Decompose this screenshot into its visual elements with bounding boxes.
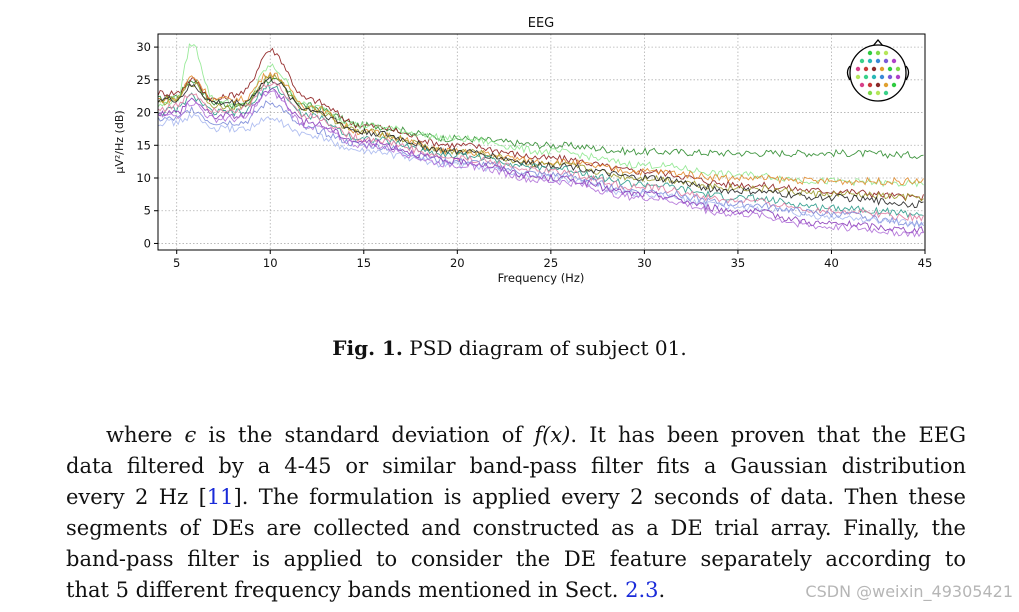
sensor-dot (867, 58, 873, 64)
plot-frame (157, 33, 926, 251)
x-tick-label: 20 (450, 256, 465, 270)
paragraph-line: every 2 Hz [11]. The formulation is appl… (66, 485, 966, 509)
series-line-ch-darkred-peak (157, 47, 924, 202)
sensor-dot (867, 50, 873, 56)
sensor-dot (863, 66, 869, 72)
y-axis-ticks: 0 5 10 15 20 25 30 (136, 40, 158, 250)
series-line-ch-lightgreen-alpha (157, 43, 924, 188)
sensor-dot (879, 74, 885, 80)
x-axis-label: Frequency (Hz) (498, 271, 585, 285)
sensor-dot (871, 66, 877, 72)
x-tick-label: 10 (263, 256, 278, 270)
x-tick-label: 35 (731, 256, 746, 270)
sensor-topomap (846, 38, 910, 102)
citation-link[interactable]: 11 (206, 485, 234, 509)
sensor-dot (867, 90, 873, 96)
x-tick-label: 40 (824, 256, 839, 270)
y-tick-label: 15 (136, 138, 151, 152)
sensor-dot (867, 82, 873, 88)
sensor-dot (887, 66, 893, 72)
sensor-dot (859, 82, 865, 88)
x-tick-label: 30 (637, 256, 652, 270)
y-axis-label: µV²/Hz (dB) (113, 110, 126, 173)
x-tick-label: 15 (356, 256, 371, 270)
psd-figure: EEG 5 10 15 20 25 30 35 40 45 0 5 10 15 20 25 30 Frequ… (113, 16, 932, 285)
sensor-dot (859, 58, 865, 64)
sensor-dot (883, 58, 889, 64)
sensor-dot (883, 90, 889, 96)
x-tick-label: 45 (918, 256, 933, 270)
series-line-ch-purple (157, 87, 924, 234)
paragraph-line: band-pass filter is applied to consider … (66, 547, 966, 571)
paragraph-line: segments of DEs are collected and constr… (66, 516, 966, 540)
figure-caption-label: Fig. 1. (332, 336, 403, 360)
y-tick-label: 30 (136, 40, 151, 54)
series-line-ch-lightblue (157, 113, 924, 228)
series-line-ch-blue-low (157, 100, 924, 229)
paragraph-line: that 5 different frequency bands mention… (66, 578, 666, 602)
sensor-dot (891, 82, 897, 88)
chart-title: EEG (528, 16, 555, 31)
x-tick-label: 25 (544, 256, 559, 270)
paragraph-line: where ϵ is the standard deviation of f(x… (106, 423, 966, 447)
sensor-dot (883, 50, 889, 56)
sensor-dot (855, 74, 861, 80)
sensor-dot (871, 74, 877, 80)
series-line-ch-olive (157, 73, 924, 202)
sensor-dot (895, 66, 901, 72)
x-tick-label: 5 (173, 256, 180, 270)
watermark: CSDN @weixin_49305421 (805, 582, 1013, 601)
sensor-dot (887, 74, 893, 80)
sensor-dot (895, 74, 901, 80)
y-tick-label: 25 (136, 73, 151, 87)
sensor-dot (855, 66, 861, 72)
y-tick-label: 0 (144, 236, 151, 250)
sensor-dot (875, 90, 881, 96)
paragraph-line: data filtered by a 4-45 or similar band-… (66, 454, 966, 478)
chart-series-group (157, 43, 924, 238)
y-tick-label: 5 (144, 204, 151, 218)
sensor-dot (875, 58, 881, 64)
series-line-ch-black (157, 76, 924, 209)
series-line-ch-violet (157, 90, 924, 238)
sensor-dot (879, 66, 885, 72)
x-axis-ticks: 5 10 15 20 25 30 35 40 45 (173, 250, 932, 270)
sensor-dot (875, 50, 881, 56)
sensor-dot (891, 58, 897, 64)
figure-caption: Fig. 1. PSD diagram of subject 01. (0, 336, 1019, 360)
y-tick-label: 10 (136, 171, 151, 185)
sensor-dot (863, 74, 869, 80)
sensor-dot (883, 82, 889, 88)
body-paragraph: where ϵ is the standard deviation of f(x… (66, 420, 966, 606)
figure-caption-text: PSD diagram of subject 01. (402, 336, 687, 360)
y-tick-label: 20 (136, 106, 151, 120)
sensor-dot (875, 82, 881, 88)
section-link[interactable]: 2.3 (625, 578, 659, 602)
